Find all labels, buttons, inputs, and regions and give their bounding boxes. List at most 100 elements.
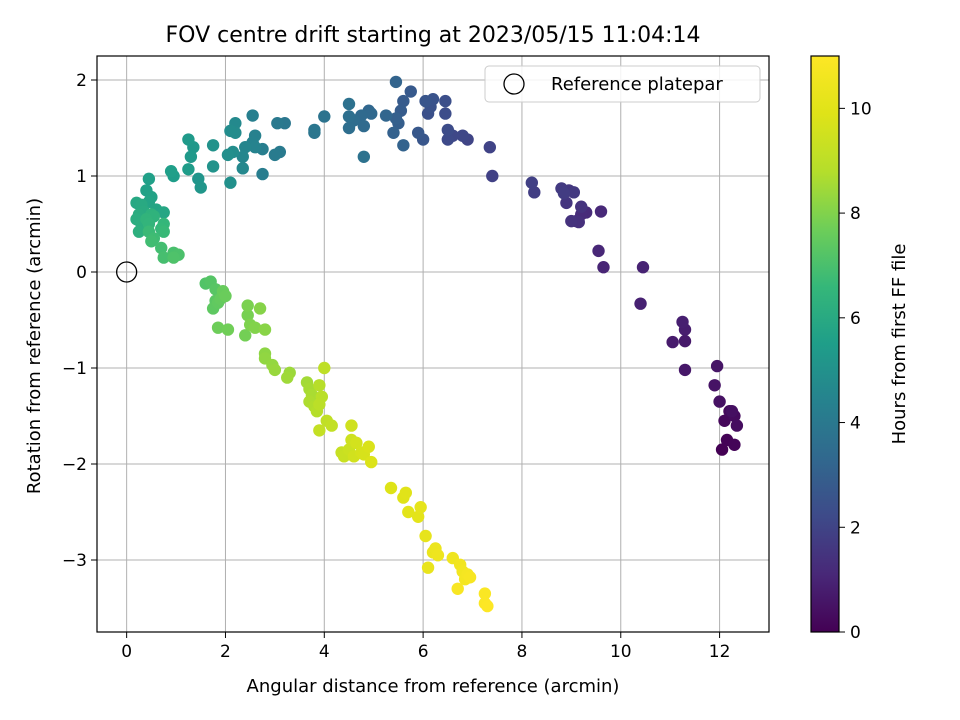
data-point: [710, 359, 724, 373]
data-point: [248, 141, 262, 154]
data-point: [342, 110, 356, 123]
data-point: [728, 438, 741, 451]
data-point: [325, 419, 338, 432]
data-point: [211, 321, 225, 334]
data-point: [236, 150, 249, 163]
data-point: [342, 97, 356, 111]
data-point: [224, 176, 237, 189]
data-point: [708, 379, 721, 392]
data-point: [463, 571, 477, 584]
data-point: [594, 205, 608, 218]
data-point: [565, 214, 578, 228]
data-point: [678, 363, 692, 377]
data-point: [365, 107, 378, 120]
data-point: [528, 186, 541, 199]
chart-title: FOV centre drift starting at 2023/05/15 …: [166, 23, 701, 48]
x-tick-label: 12: [709, 642, 731, 662]
data-point: [248, 321, 262, 334]
data-point: [419, 529, 432, 543]
data-point: [318, 361, 331, 375]
data-point: [145, 235, 158, 248]
data-point: [157, 206, 170, 219]
data-point: [256, 167, 269, 181]
data-point: [486, 169, 499, 183]
data-point: [414, 501, 427, 514]
data-point: [481, 599, 494, 613]
data-point: [411, 510, 425, 523]
data-point: [431, 549, 445, 562]
reference-marker: [115, 261, 138, 283]
data-point: [350, 436, 363, 450]
y-tick-label: −3: [62, 551, 87, 571]
data-point: [404, 85, 417, 98]
data-point: [725, 405, 739, 418]
data-point: [718, 414, 731, 427]
x-tick-label: 0: [121, 642, 132, 662]
data-point: [241, 299, 254, 312]
data-point: [411, 126, 425, 139]
data-point: [365, 455, 378, 469]
data-point: [142, 172, 156, 186]
data-point: [167, 251, 180, 264]
data-point: [636, 261, 650, 274]
plot-frame: [96, 55, 770, 633]
data-point: [421, 561, 435, 574]
data-point: [439, 107, 452, 120]
x-tick-label: 8: [517, 642, 528, 662]
data-point: [236, 162, 249, 175]
data-point: [357, 119, 371, 133]
colorbar-label: Hours from first FF file: [889, 244, 910, 445]
data-point: [184, 150, 198, 163]
data-point: [441, 133, 455, 146]
scatter-points: [130, 75, 744, 613]
data-point: [313, 379, 326, 392]
colorbar-tick-label: 0: [850, 623, 861, 643]
data-point: [597, 261, 610, 274]
data-point: [206, 160, 220, 173]
y-tick-label: −1: [62, 359, 87, 379]
legend-label: Reference platepar: [551, 74, 723, 95]
data-point: [419, 94, 432, 108]
data-point: [567, 186, 581, 199]
data-point: [239, 141, 252, 154]
legend-marker-open-circle: [503, 73, 525, 95]
data-point: [389, 75, 403, 89]
data-point: [246, 109, 259, 122]
data-point: [456, 129, 469, 142]
data-point: [560, 196, 573, 210]
legend: Reference platepar: [484, 65, 761, 103]
data-point: [268, 148, 282, 162]
y-tick-label: −2: [62, 455, 87, 475]
data-point: [219, 289, 232, 303]
data-point: [221, 148, 235, 162]
reference-point: [115, 261, 138, 283]
y-tick-label: 0: [76, 263, 87, 283]
data-point: [387, 126, 400, 139]
data-point: [132, 225, 146, 238]
x-tick-label: 6: [418, 642, 429, 662]
data-point: [483, 141, 497, 154]
x-tick-label: 4: [319, 642, 330, 662]
data-point: [525, 176, 539, 189]
data-point: [258, 323, 272, 336]
colorbar-gradient: [810, 55, 840, 633]
data-point: [345, 419, 358, 432]
data-point: [253, 302, 267, 315]
colorbar: 0 2 4 6 8 10 Hours from first FF file: [810, 55, 910, 643]
data-point: [308, 123, 321, 137]
colorbar-tick-label: 4: [850, 414, 861, 434]
data-point: [715, 443, 729, 456]
data-point: [666, 335, 679, 349]
data-point: [713, 395, 726, 408]
data-point: [362, 440, 375, 453]
data-point: [676, 315, 689, 329]
data-point: [342, 121, 356, 135]
data-point: [224, 124, 237, 138]
data-point: [164, 165, 178, 178]
data-point: [634, 297, 647, 310]
data-point: [271, 117, 284, 130]
data-point: [575, 200, 588, 213]
data-point: [157, 251, 170, 264]
data-point: [194, 181, 207, 194]
y-tick-label: 1: [76, 167, 87, 187]
